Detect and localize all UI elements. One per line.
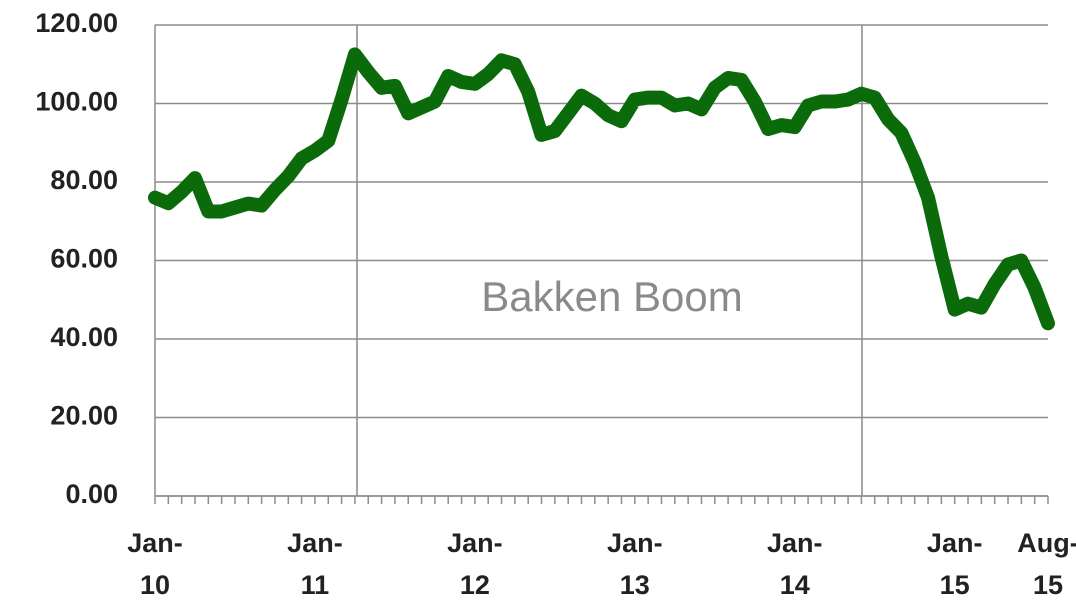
x-tick-label: Jan-11 bbox=[287, 528, 343, 600]
x-tick-label: Jan-13 bbox=[607, 528, 663, 600]
y-tick-label: 40.00 bbox=[50, 322, 118, 352]
annotation: Bakken Boom bbox=[481, 273, 742, 320]
x-tick-label: Aug-15 bbox=[1017, 528, 1076, 600]
line-series bbox=[148, 47, 1055, 331]
x-tick-label: Jan-15 bbox=[926, 528, 983, 600]
x-tick-label: Jan-10 bbox=[127, 528, 183, 600]
y-tick-label: 20.00 bbox=[50, 401, 118, 431]
y-tick-label: 120.00 bbox=[35, 8, 118, 38]
y-tick-label: 100.00 bbox=[35, 87, 118, 117]
y-tick-label: 60.00 bbox=[50, 244, 118, 274]
x-tick-label: Jan-14 bbox=[766, 528, 823, 600]
y-tick-label: 80.00 bbox=[50, 165, 118, 195]
y-tick-label: 0.00 bbox=[65, 479, 118, 509]
x-tick-label: Jan-12 bbox=[447, 528, 503, 600]
